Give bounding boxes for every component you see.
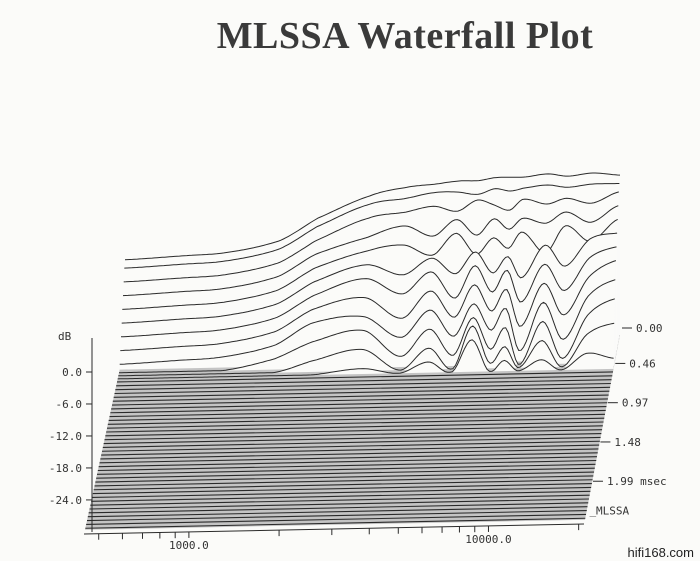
series-slice-0.04 — [124, 183, 620, 269]
y-tick-label: -24.0 — [49, 494, 82, 507]
floor-slice-12 — [106, 417, 605, 429]
floor-slice-10 — [108, 409, 606, 422]
floor-slice-9 — [109, 406, 607, 418]
y-axis-label: dB — [58, 330, 72, 343]
floor-slice-13 — [106, 421, 604, 433]
series-slice-0.12 — [122, 205, 619, 297]
waterfall-slices — [85, 172, 621, 530]
floor-slice-22 — [98, 456, 597, 468]
floor-slice-23 — [97, 459, 597, 472]
floor-slice-20 — [100, 448, 599, 460]
floor-slice-1 — [116, 375, 613, 387]
series-slice-0.00 — [124, 172, 621, 261]
floor-slice-25 — [96, 467, 595, 479]
time-tick-label: 0.97 — [622, 397, 649, 410]
time-tick-label: 1.99 msec — [607, 475, 667, 488]
floor-slice-37 — [86, 513, 587, 525]
floor-slice-33 — [89, 498, 589, 510]
floor-slice-3 — [114, 382, 611, 395]
floor-slice-31 — [91, 490, 591, 502]
floor-slice-8 — [110, 402, 608, 414]
x-axis-line — [83, 523, 585, 535]
floor-slice-16 — [103, 433, 602, 445]
series-slice-0.28 — [120, 260, 617, 352]
series-slice-0.32 — [119, 279, 616, 365]
floor-slice-5 — [112, 390, 610, 402]
slice-fill-10 — [118, 323, 615, 376]
chart-title: MLSSA Waterfall Plot — [216, 15, 594, 57]
floor-slice-30 — [91, 486, 592, 499]
floor-slice-29 — [92, 483, 592, 495]
y-tick-label: -12.0 — [49, 430, 82, 443]
y-tick-label: 0.0 — [62, 366, 82, 379]
slice-fill-11 — [117, 339, 614, 379]
series-slice-0.40 — [118, 322, 615, 377]
floor-slice-2 — [115, 379, 612, 391]
floor-slice-36 — [86, 510, 587, 522]
axes: dB 0.0 -6.0 -12.0 -18.0 -24.0 0.00 0.46 0.97 1.48… — [49, 322, 667, 552]
x-tick-label: 1000.0 — [169, 539, 209, 552]
floor-slice-0 — [116, 371, 614, 383]
time-tick-label: 0.46 — [629, 357, 656, 370]
floor-slice-21 — [99, 452, 598, 464]
series-slice-0.44 — [117, 339, 614, 380]
floor-slice-24 — [96, 463, 596, 475]
floor-slice-26 — [95, 471, 595, 483]
floor-slice-7 — [111, 398, 608, 410]
slice-fill-8 — [119, 279, 616, 370]
floor-slice-27 — [94, 475, 594, 487]
series-slice-0.36 — [119, 298, 615, 374]
series-slice-0.08 — [123, 191, 619, 283]
time-tick-label: 1.48 — [614, 436, 641, 449]
floor-slice-32 — [90, 494, 590, 506]
floor-slice-15 — [104, 429, 603, 441]
y-tick-label: -6.0 — [56, 398, 83, 411]
y-tick-label: -18.0 — [49, 462, 82, 475]
floor-slice-17 — [102, 436, 601, 448]
floor-slice-19 — [101, 444, 600, 456]
series-slice-0.16 — [122, 218, 618, 310]
floor-slice-38 — [85, 517, 586, 529]
series-slice-0.24 — [120, 246, 617, 338]
mlssa-label: _MLSSA — [589, 504, 629, 517]
time-tick-label: 0.00 — [636, 322, 663, 335]
series-slice-0.20 — [121, 232, 618, 324]
watermark: hifi168.com — [627, 545, 694, 560]
floor-slice-14 — [105, 425, 603, 437]
floor-slice-34 — [88, 502, 589, 514]
floor-slice-35 — [87, 506, 588, 518]
x-tick-label: 10000.0 — [465, 533, 511, 546]
floor-slice-28 — [93, 479, 593, 491]
slice-fill-9 — [119, 298, 615, 373]
floor-slice-6 — [111, 394, 609, 406]
floor-slice-18 — [101, 440, 600, 452]
floor-slice-11 — [107, 413, 605, 425]
floor-slice-4 — [113, 386, 611, 398]
